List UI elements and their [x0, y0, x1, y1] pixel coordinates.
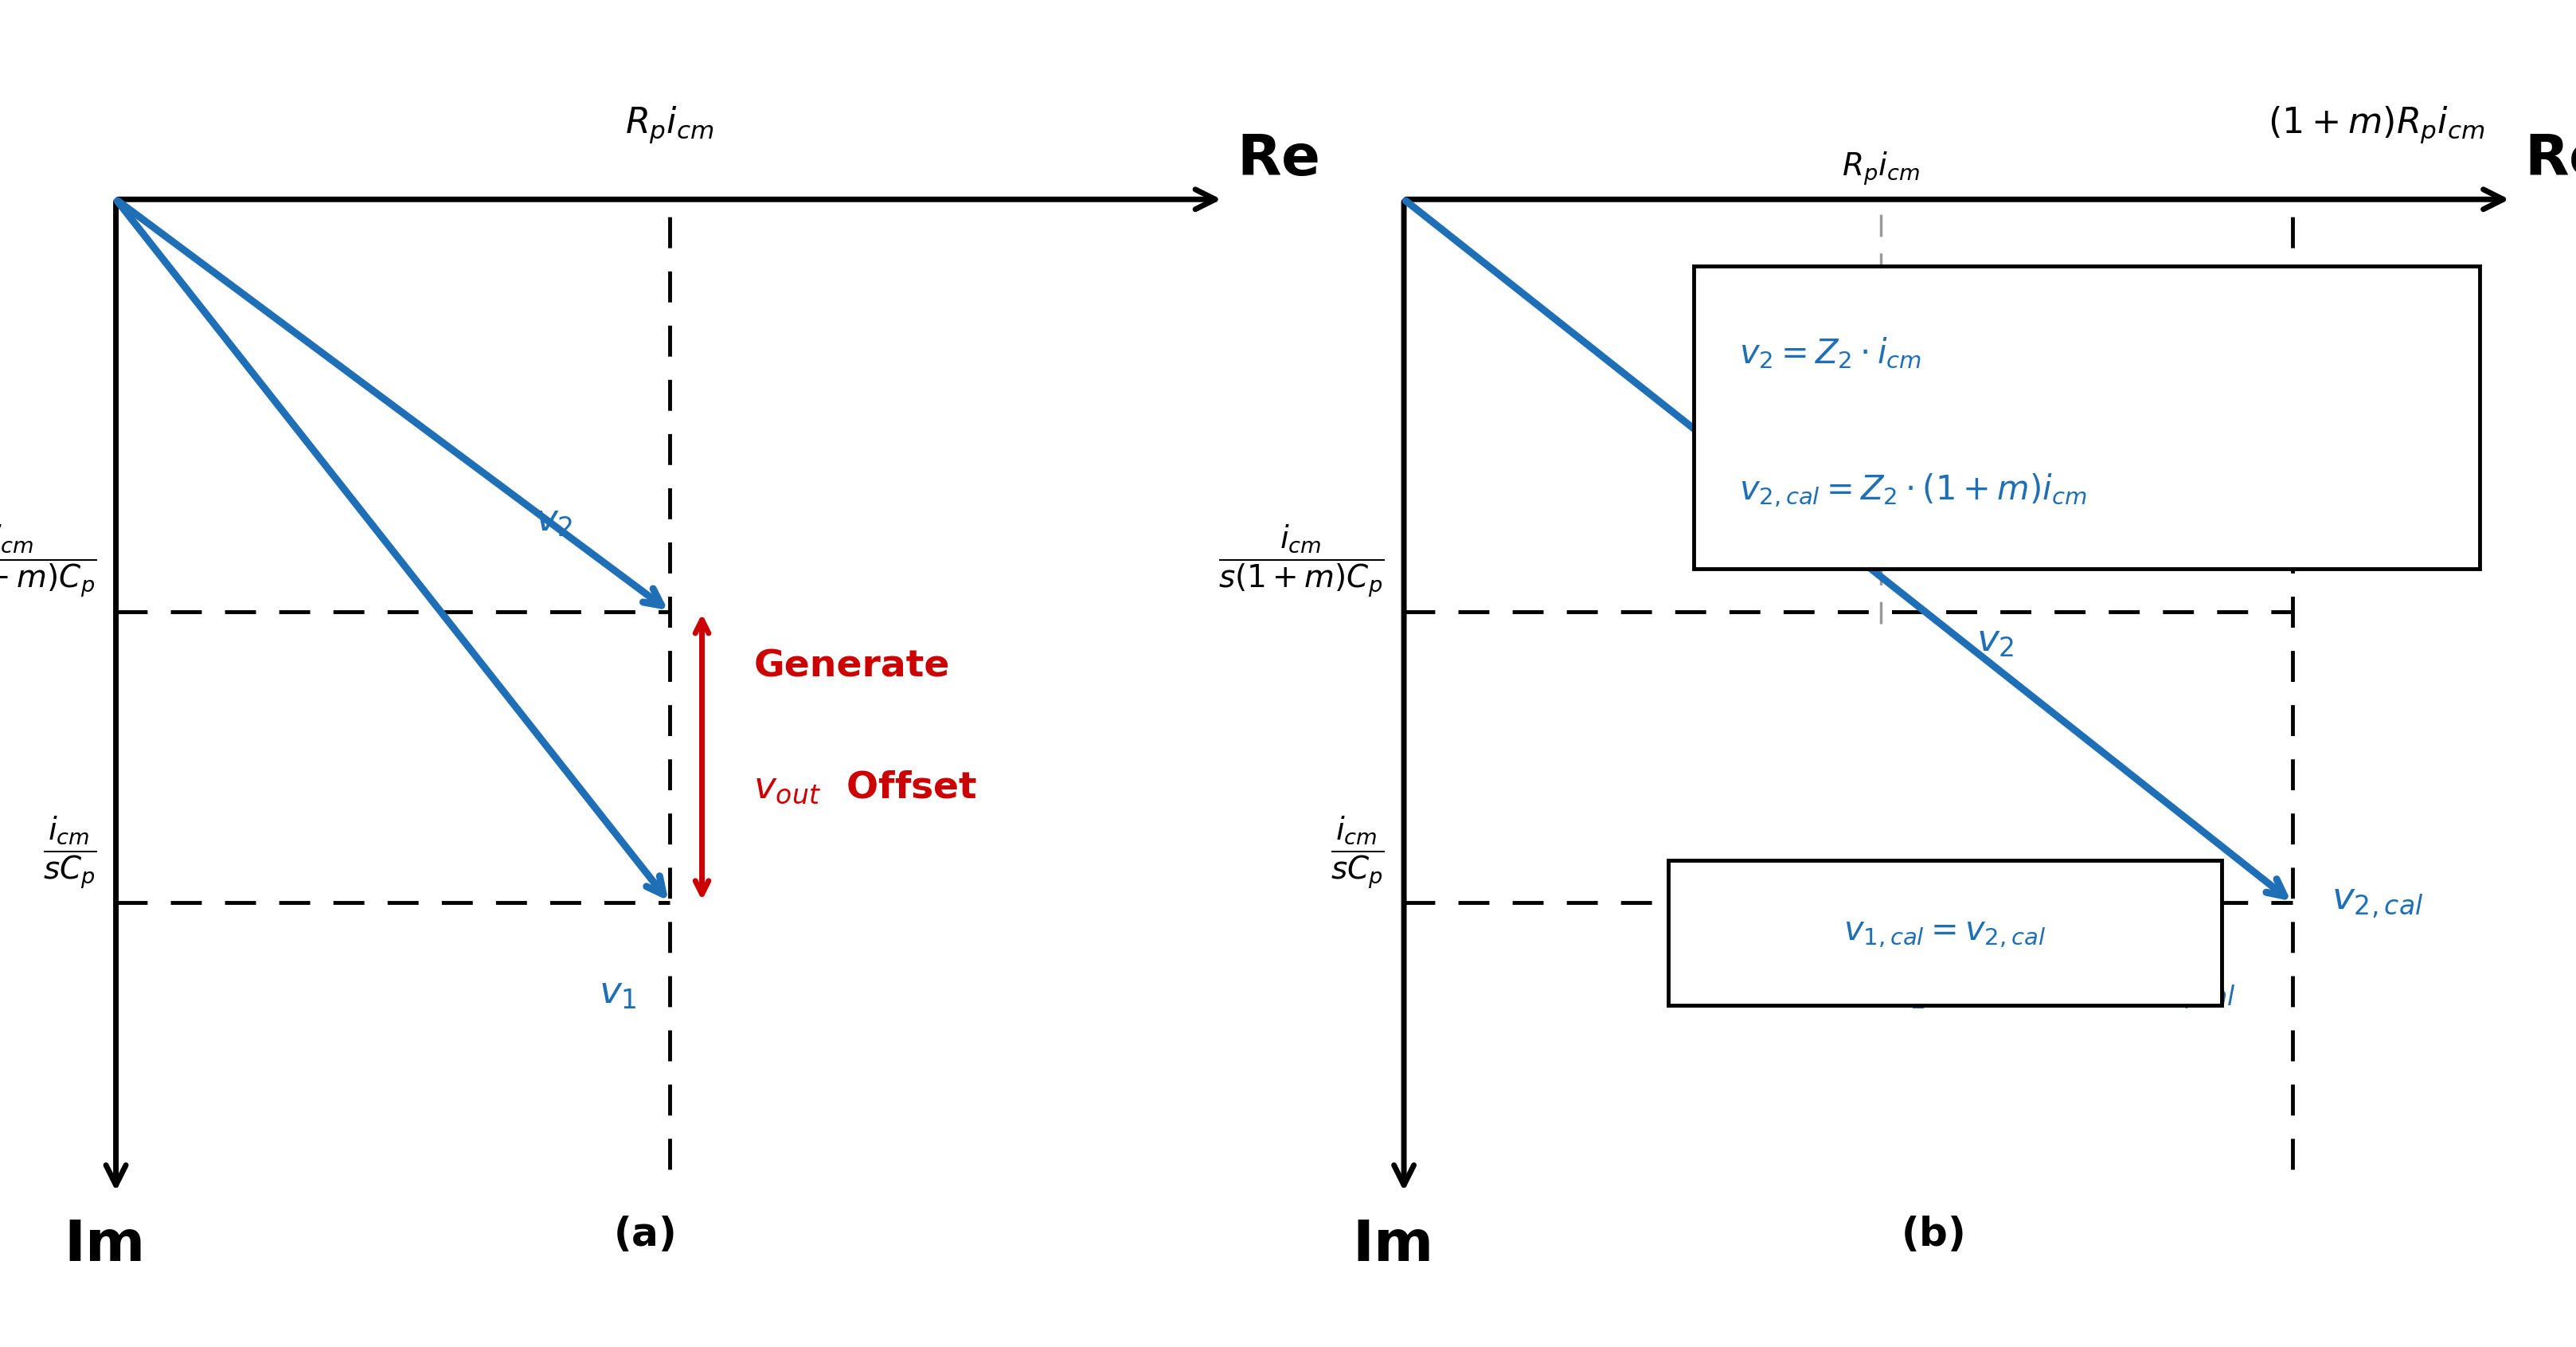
Text: $\dfrac{i_{cm}}{sC_p}$: $\dfrac{i_{cm}}{sC_p}$	[1332, 814, 1386, 890]
Text: $R_p i_{cm}$: $R_p i_{cm}$	[1842, 150, 1919, 187]
Text: $\dfrac{i_{cm}}{s(1+m)C_p}$: $\dfrac{i_{cm}}{s(1+m)C_p}$	[1218, 523, 1386, 599]
FancyBboxPatch shape	[1695, 267, 2478, 568]
Text: $v_{2,cal} = Z_2 \cdot (1+m)i_{cm}$: $v_{2,cal} = Z_2 \cdot (1+m)i_{cm}$	[1739, 471, 2087, 509]
Text: $\mathbf{(b)}$: $\mathbf{(b)}$	[1901, 1215, 1963, 1254]
Text: $\mathbf{Im}$: $\mathbf{Im}$	[1352, 1218, 1430, 1273]
Text: $v_1$: $v_1$	[1888, 975, 1924, 1012]
Text: $v_{1,cal} = v_{2,cal}$: $v_{1,cal} = v_{2,cal}$	[1844, 916, 2045, 950]
Text: $v_{1,cal}$: $v_{1,cal}$	[2143, 975, 2236, 1012]
Text: $v_{2,cal}$: $v_{2,cal}$	[2331, 885, 2424, 920]
Text: $\mathbf{Im}$: $\mathbf{Im}$	[64, 1218, 142, 1273]
Text: $\dfrac{i_{cm}}{s(1+m)C_p}$: $\dfrac{i_{cm}}{s(1+m)C_p}$	[0, 523, 98, 599]
Text: $\mathbf{(a)}$: $\mathbf{(a)}$	[613, 1215, 675, 1254]
Text: $v_{out}$  Offset: $v_{out}$ Offset	[755, 769, 976, 806]
Text: $v_2$: $v_2$	[1976, 624, 2014, 660]
Text: $v_1$: $v_1$	[600, 975, 636, 1012]
Text: $\dfrac{i_{cm}}{sC_p}$: $\dfrac{i_{cm}}{sC_p}$	[44, 814, 98, 890]
Text: $v_2$: $v_2$	[536, 502, 572, 539]
Text: $v_2 = Z_2 \cdot i_{cm}$: $v_2 = Z_2 \cdot i_{cm}$	[1739, 337, 1922, 370]
Text: $\mathbf{Re}$: $\mathbf{Re}$	[2524, 132, 2576, 187]
Text: Generate: Generate	[755, 648, 951, 684]
FancyBboxPatch shape	[1669, 861, 2221, 1005]
Text: $R_p i_{cm}$: $R_p i_{cm}$	[626, 104, 714, 144]
Text: $(1+m)R_p i_{cm}$: $(1+m)R_p i_{cm}$	[2267, 104, 2486, 144]
Text: $\mathbf{Re}$: $\mathbf{Re}$	[1236, 132, 1319, 187]
